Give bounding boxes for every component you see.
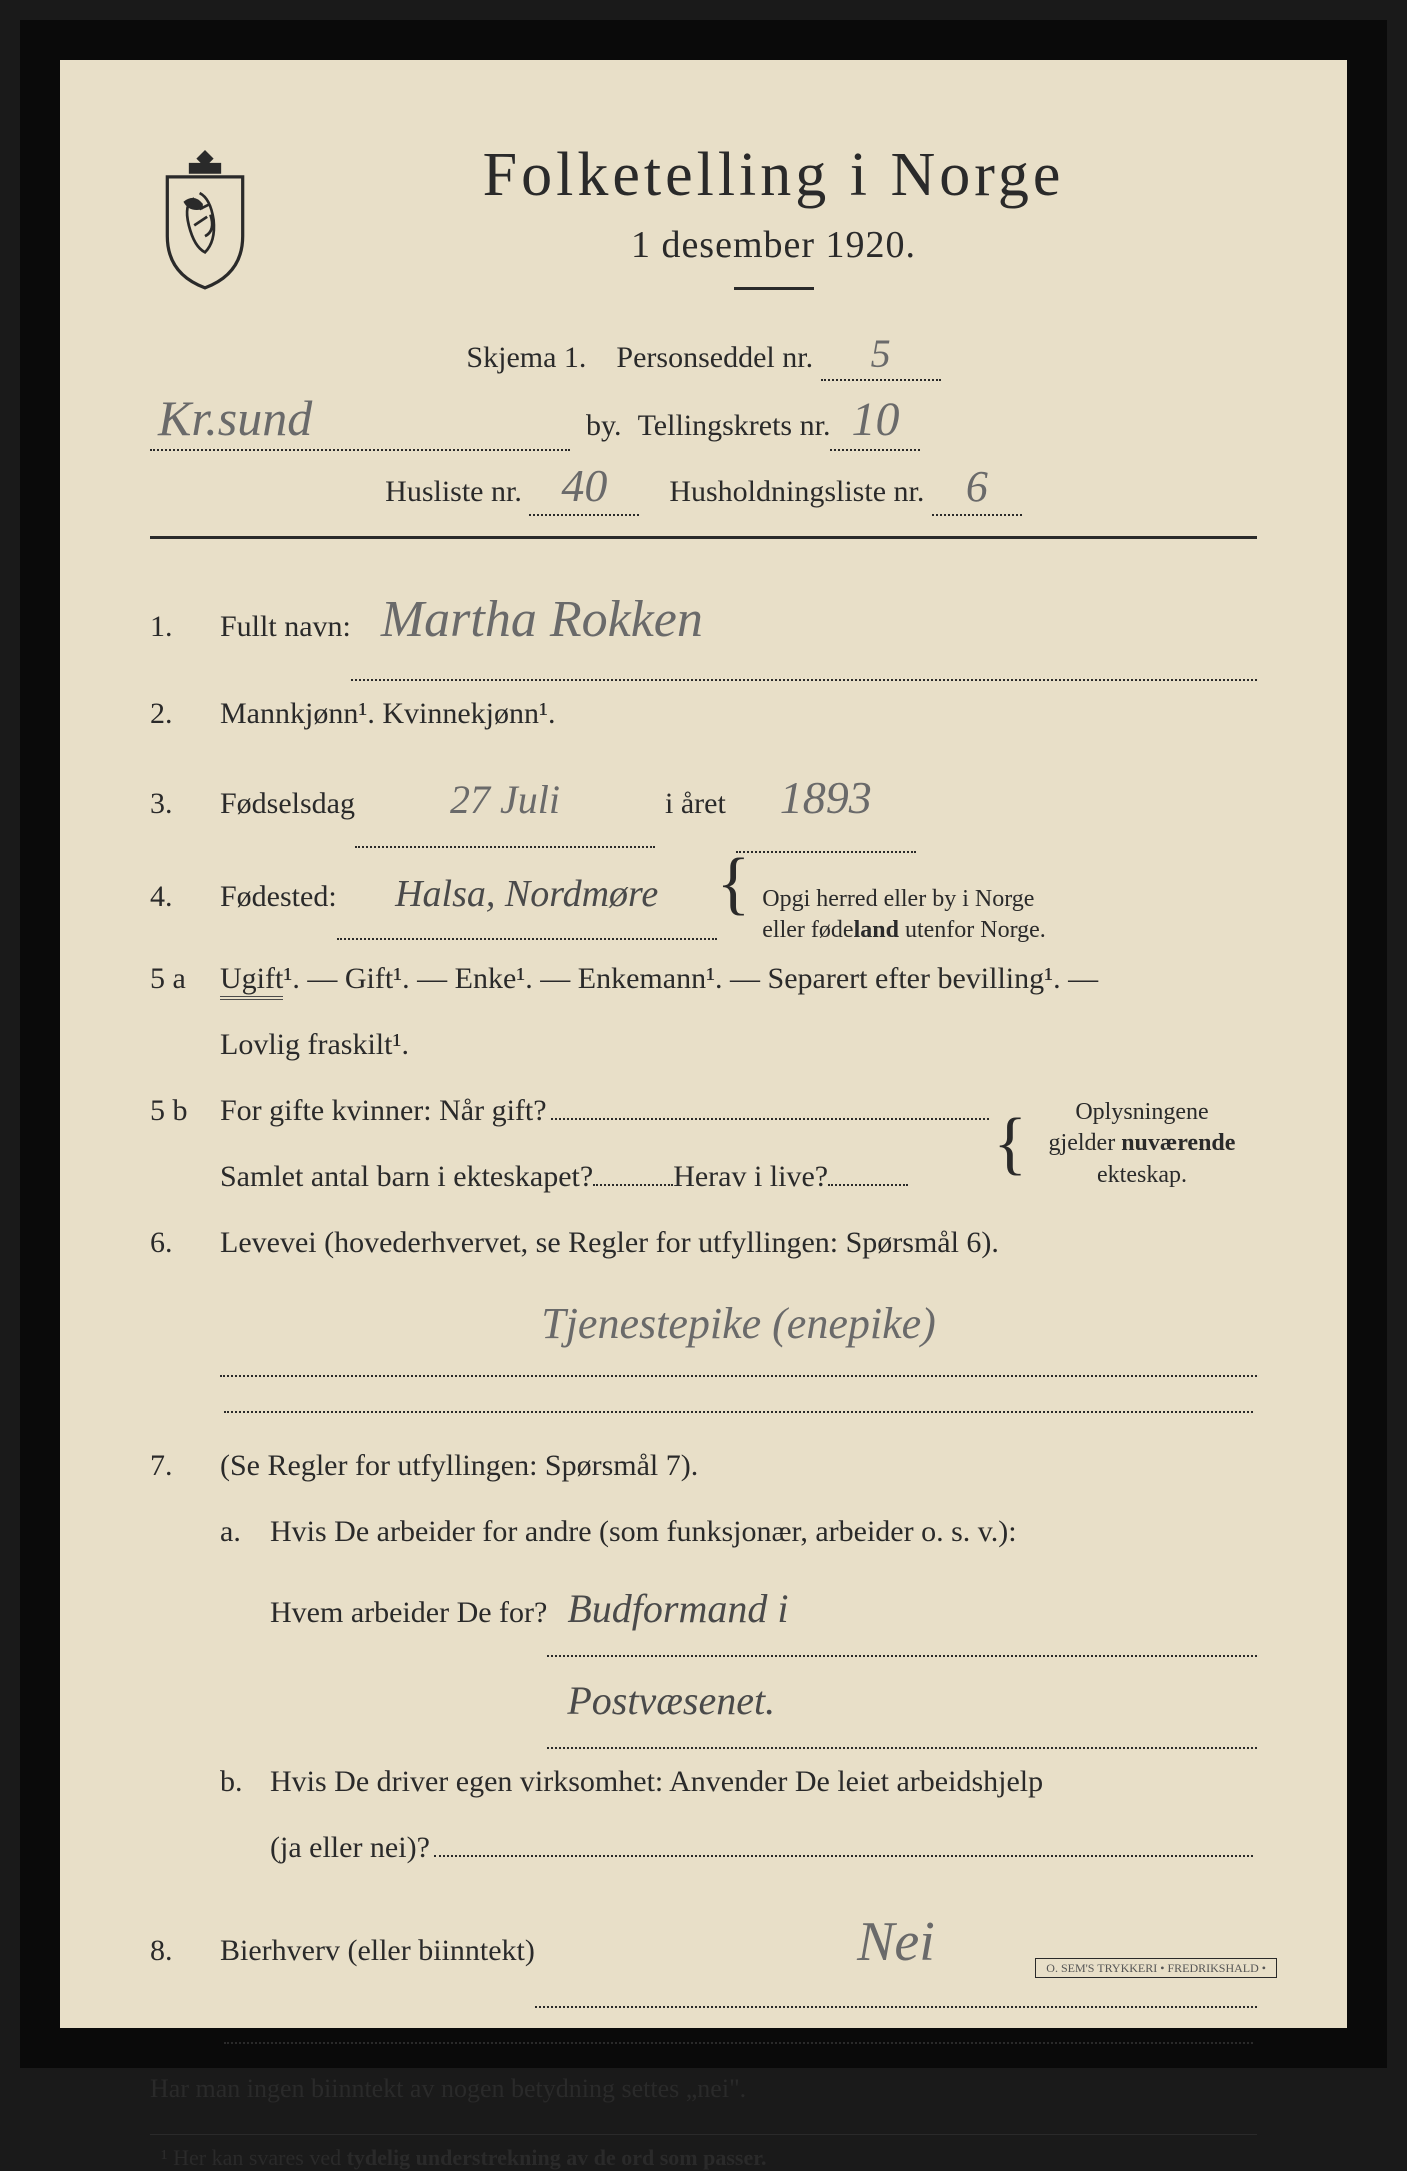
q5a-options2: Lovlig fraskilt¹. [220, 1012, 1257, 1078]
q8-row: 8. Bierhverv (eller biinntekt) Nei [150, 1881, 1257, 2008]
tellingskrets-label: Tellingskrets nr. [638, 409, 831, 443]
q5b-l1a: For gifte kvinner: Når gift? [220, 1078, 547, 1144]
blank [434, 1821, 1253, 1857]
q7b-q: (ja eller nei)? [270, 1815, 430, 1881]
q5a-options: Ugift¹. — Gift¹. — Enke¹. — Enkemann¹. —… [220, 946, 1257, 1012]
by-value: Kr.sund [150, 389, 570, 451]
q1-label: Fullt navn: [220, 594, 351, 660]
q7-label: (Se Regler for utfyllingen: Spørsmål 7). [220, 1433, 1257, 1499]
q4-aside-l2: eller fødeland utenfor Norge. [762, 915, 1062, 946]
q3-label: Fødselsdag [220, 771, 355, 837]
by-row: Kr.sund by. Tellingskrets nr. 10 [150, 389, 1257, 451]
blank [224, 1377, 1253, 1413]
q5a-num: 5 a [150, 946, 220, 1012]
blank [593, 1182, 673, 1186]
q6-row: 6. Levevei (hovederhvervet, se Regler fo… [150, 1210, 1257, 1413]
q5b-aside: Oplysningene gjelder nuværende ekteskap. [1027, 1097, 1257, 1191]
q2-row: 2. Mannkjønn¹. Kvinnekjønn¹. [150, 681, 1257, 747]
header: Folketelling i Norge 1 desember 1920. [150, 140, 1257, 320]
q5a-row: 5 a Ugift¹. — Gift¹. — Enke¹. — Enkemann… [150, 946, 1257, 1078]
q7-num: 7. [150, 1433, 220, 1499]
main-title: Folketelling i Norge [290, 140, 1257, 211]
divider [734, 287, 814, 290]
husliste-label: Husliste nr. [385, 475, 522, 508]
q5b-row: 5 b For gifte kvinner: Når gift? Samlet … [150, 1078, 1257, 1210]
footnote: ¹ Her kan svares ved tydelig understrekn… [150, 2145, 1257, 2171]
document-page: Folketelling i Norge 1 desember 1920. Sk… [20, 20, 1387, 2068]
q5b-l2a: Samlet antal barn i ekteskapet? [220, 1144, 593, 1210]
q5b-aside-l3: ekteskap. [1027, 1160, 1257, 1191]
q7a-value2: Postvæsenet. [547, 1657, 1257, 1749]
q4-row: 4. Fødested: Halsa, Nordmøre { Opgi herr… [150, 853, 1257, 946]
q3-num: 3. [150, 771, 220, 837]
q7b-text: Hvis De driver egen virksomhet: Anvender… [270, 1749, 1257, 1815]
rule [150, 2134, 1257, 2135]
q3-year-label: i året [665, 771, 726, 837]
q6-label: Levevei (hovederhvervet, se Regler for u… [220, 1210, 1257, 1276]
q5b-aside-l1: Oplysningene [1027, 1097, 1257, 1128]
q1-num: 1. [150, 594, 220, 660]
q4-num: 4. [150, 864, 220, 930]
q7b-label: b. [220, 1749, 270, 1881]
q7-row: 7. (Se Regler for utfyllingen: Spørsmål … [150, 1433, 1257, 1881]
q4-aside-l1: Opgi herred eller by i Norge [762, 884, 1062, 915]
q8-num: 8. [150, 1918, 220, 1984]
q4-value: Halsa, Nordmøre [337, 853, 717, 941]
skjema-label: Skjema 1. [466, 341, 586, 374]
q3-year: 1893 [736, 747, 916, 852]
by-label: by. [586, 409, 622, 443]
q5b-l2b: Herav i live? [673, 1144, 828, 1210]
husliste-row: Husliste nr. 40 Husholdningsliste nr. 6 [150, 459, 1257, 516]
brace-icon: { [717, 863, 751, 905]
q6-value: Tjenestepike (enepike) [220, 1276, 1257, 1377]
q7a-value1: Budformand i [547, 1565, 1257, 1657]
q5b-num: 5 b [150, 1078, 220, 1144]
husholdning-label: Husholdningsliste nr. [669, 475, 924, 508]
q6-num: 6. [150, 1210, 220, 1276]
q2-num: 2. [150, 681, 220, 747]
title-block: Folketelling i Norge 1 desember 1920. [290, 140, 1257, 320]
brace-icon: { [993, 1123, 1027, 1165]
q1-value: Martha Rokken [351, 563, 1257, 681]
q3-day: 27 Juli [355, 756, 655, 848]
q2-text: Mannkjønn¹. Kvinnekjønn¹. [220, 681, 1257, 747]
q4-aside: Opgi herred eller by i Norge eller fødel… [762, 884, 1062, 946]
q7a-text: Hvis De arbeider for andre (som funksjon… [270, 1499, 1257, 1565]
personseddel-value: 5 [821, 330, 941, 381]
q8-blank [150, 2008, 1257, 2044]
q5b-aside-l2: gjelder nuværende [1027, 1128, 1257, 1159]
husliste-value: 40 [529, 459, 639, 516]
printer-mark: O. SEM'S TRYKKERI • FREDRIKSHALD • [1035, 1958, 1277, 1978]
personseddel-label: Personseddel nr. [616, 341, 813, 374]
subtitle: 1 desember 1920. [290, 223, 1257, 267]
skjema-row: Skjema 1. Personseddel nr. 5 [150, 330, 1257, 381]
q8-label: Bierhverv (eller biinntekt) [220, 1918, 535, 1984]
q4-label: Fødested: [220, 864, 337, 930]
q8-value: Nei [535, 1881, 1257, 2008]
blank [224, 2008, 1253, 2044]
blank [828, 1182, 908, 1186]
tellingskrets-value: 10 [830, 392, 920, 451]
coat-of-arms-icon [150, 150, 260, 290]
rule [150, 536, 1257, 539]
blank [551, 1084, 990, 1120]
footer-note: Har man ingen biinntekt av nogen betydni… [150, 2074, 1257, 2104]
q1-row: 1. Fullt navn: Martha Rokken [150, 563, 1257, 681]
husholdning-value: 6 [932, 461, 1022, 516]
q7a-q: Hvem arbeider De for? [270, 1580, 547, 1646]
q7a-label: a. [220, 1499, 270, 1749]
q3-row: 3. Fødselsdag 27 Juli i året 1893 [150, 747, 1257, 852]
